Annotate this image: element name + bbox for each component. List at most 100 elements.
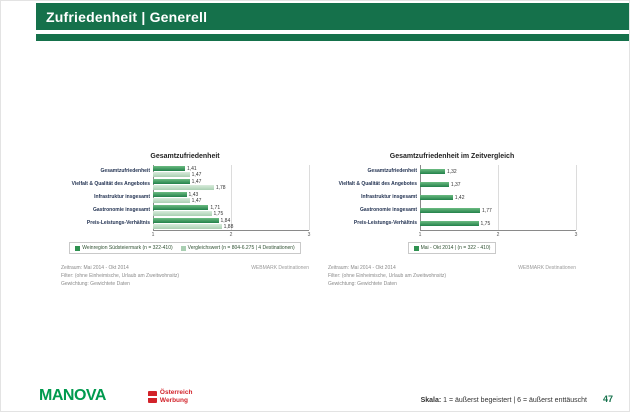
chart-satisfaction-time-comparison: Gesamtzufriedenheit im Zeitvergleich Gesa… <box>328 153 578 288</box>
bar <box>153 166 185 171</box>
legend-area: Mai - Okt 2014 | (n = 322 - 410) <box>328 242 576 254</box>
category-label: Infrastruktur insgesamt <box>94 193 150 200</box>
chart-plot-area: Gesamtzufriedenheit Vielfalt & Qualität d… <box>61 165 310 230</box>
chart-footer-line: Zeitraum: Mai 2014 - Okt 2014 <box>61 265 129 271</box>
bar-row: 1,77 <box>420 204 576 217</box>
bar <box>153 218 219 223</box>
chart-footer-line: Zeitraum: Mai 2014 - Okt 2014 <box>328 265 396 271</box>
bar-value-label: 1,47 <box>191 171 202 178</box>
x-tick-label: 2 <box>496 232 500 238</box>
legend-label: Vergleichswert (n = 804-6.275 | 4 Destin… <box>187 245 295 251</box>
x-tick-label: 3 <box>574 232 578 238</box>
bar-row: 1,37 <box>420 178 576 191</box>
bar-value-label: 1,71 <box>210 204 221 211</box>
legend-area: Weinregion Südsteiermark (n = 322-410) Ve… <box>61 242 309 254</box>
gridline <box>231 165 232 230</box>
bar-line: 1,47 <box>153 197 309 204</box>
bar <box>153 211 212 216</box>
scale-note-text: 1 = äußerst begeistert | 6 = äußerst ent… <box>443 397 587 404</box>
chart-footer: Zeitraum: Mai 2014 - Okt 2014 Filter: (oh… <box>61 265 309 288</box>
bar <box>420 195 453 200</box>
scale-note: Skala: 1 = äußerst begeistert | 6 = äuße… <box>421 397 587 404</box>
gridline <box>498 165 499 230</box>
legend-swatch-secondary <box>180 245 186 251</box>
bar-line: 1,37 <box>420 181 576 188</box>
manova-logo: MANOVA <box>39 387 106 404</box>
bar <box>153 185 214 190</box>
legend-item: Mai - Okt 2014 | (n = 322 - 410) <box>413 245 490 251</box>
x-axis: 1 2 3 <box>418 230 578 238</box>
gridline <box>153 165 154 230</box>
category-label: Preis-Leistungs-Verhältnis <box>353 219 417 226</box>
plot-area: 1,41 1,47 1,47 1,78 1,43 1,47 1,71 1,75 1,84 1,88 <box>153 165 310 230</box>
bar-line: 1,41 <box>153 165 309 172</box>
chart-source: WEBMARK Destinationen <box>518 265 576 271</box>
plot-area: 1,32 1,37 1,42 1,77 1,75 <box>420 165 577 230</box>
bar-line: 1,88 <box>153 223 309 230</box>
bar <box>153 192 187 197</box>
bar-value-label: 1,32 <box>446 168 457 175</box>
bar <box>153 224 222 229</box>
bar <box>153 172 190 177</box>
legend-swatch-primary <box>413 245 419 251</box>
bar <box>420 208 481 213</box>
bar-value-label: 1,41 <box>186 165 197 172</box>
x-tick-label: 1 <box>418 232 422 238</box>
category-label: Infrastruktur insgesamt <box>361 193 417 200</box>
category-axis: Gesamtzufriedenheit Vielfalt & Qualität d… <box>61 165 153 230</box>
bar-value-label: 1,75 <box>480 220 491 227</box>
category-label: Vielfalt & Qualität des Angebotes <box>338 180 417 187</box>
chart-footer-line: Gewichtung: Gewichtete Daten <box>61 280 130 287</box>
bar-value-label: 1,47 <box>191 178 202 185</box>
oesterreich-werbung-logo: Österreich Werbung <box>147 389 193 404</box>
chart-footer-line: Filter: (ohne Einheimische, Urlaub am Zw… <box>61 272 180 279</box>
bar-row: 1,42 <box>420 191 576 204</box>
bar-value-label: 1,78 <box>215 184 226 191</box>
bar-value-label: 1,42 <box>454 194 465 201</box>
chart-title: Gesamtzufriedenheit im Zeitvergleich <box>389 153 515 160</box>
bar-value-label: 1,47 <box>191 197 202 204</box>
bar-value-label: 1,43 <box>188 191 199 198</box>
bar-row: 1,84 1,88 <box>153 217 309 230</box>
chart-footer: Zeitraum: Mai 2014 - Okt 2014 Filter: (oh… <box>328 265 576 288</box>
bar-row: 1,41 1,47 <box>153 165 309 178</box>
bar-value-label: 1,77 <box>482 207 492 214</box>
bar-line: 1,84 <box>153 218 309 224</box>
bar-line: 1,75 <box>420 220 576 227</box>
bar-value-label: 1,88 <box>223 223 234 230</box>
legend-item: Weinregion Südsteiermark (n = 322-410) <box>75 245 173 251</box>
bar-row: 1,71 1,75 <box>153 204 309 217</box>
bar <box>153 198 190 203</box>
page-number: 47 <box>602 394 613 404</box>
bar-value-label: 1,37 <box>450 181 461 188</box>
bar-line: 1,78 <box>153 184 309 191</box>
category-label: Vielfalt & Qualität des Angebotes <box>71 180 150 187</box>
category-axis: Gesamtzufriedenheit Vielfalt & Qualität d… <box>328 165 420 230</box>
bar <box>420 182 449 187</box>
slide-title-bar: Zufriedenheit | Generell <box>36 3 629 30</box>
legend: Mai - Okt 2014 | (n = 322 - 410) <box>407 242 497 254</box>
oew-logo-line2: Werbung <box>159 396 188 404</box>
bar-line: 1,32 <box>420 168 576 175</box>
oew-logo-line1: Österreich <box>159 389 193 397</box>
chart-source: WEBMARK Destinationen <box>251 265 309 271</box>
bar <box>420 221 479 226</box>
page-title: Zufriedenheit | Generell <box>46 8 208 25</box>
category-label: Preis-Leistungs-Verhältnis <box>86 219 150 226</box>
chart-title: Gesamtzufriedenheit <box>150 153 220 160</box>
x-tick-label: 1 <box>151 232 155 238</box>
category-label: Gesamtzufriedenheit <box>100 167 150 174</box>
bar <box>153 205 209 210</box>
bar-value-label: 1,75 <box>213 210 224 217</box>
bar-row: 1,43 1,47 <box>153 191 309 204</box>
gridline <box>576 165 577 230</box>
legend: Weinregion Südsteiermark (n = 322-410) Ve… <box>69 242 301 254</box>
bar-line: 1,71 <box>153 204 309 211</box>
chart-overall-satisfaction: Gesamtzufriedenheit Gesamtzufriedenheit Vi… <box>61 153 310 288</box>
bar <box>153 179 190 184</box>
legend-item: Vergleichswert (n = 804-6.275 | 4 Destin… <box>180 245 295 251</box>
category-label: Gastronomie insgesamt <box>93 206 150 213</box>
scale-note-label: Skala: <box>420 397 442 404</box>
bar-row: 1,75 <box>420 217 576 230</box>
